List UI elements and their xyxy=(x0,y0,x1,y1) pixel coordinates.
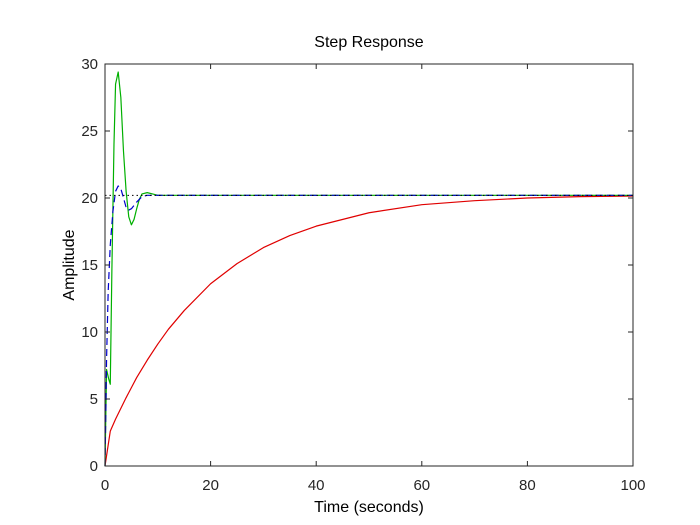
series-line-green xyxy=(104,71,633,467)
plot-area xyxy=(105,64,633,466)
series-line-red xyxy=(104,195,634,467)
x-tick-label: 40 xyxy=(308,477,325,494)
y-tick-label: 10 xyxy=(81,324,98,341)
y-tick-label: 20 xyxy=(81,190,98,207)
ticks xyxy=(104,63,634,467)
y-tick-label: 0 xyxy=(90,458,98,475)
y-tick-label: 5 xyxy=(90,391,98,408)
plot-lines xyxy=(104,71,634,467)
x-tick-label: 100 xyxy=(620,477,645,494)
y-tick-label: 25 xyxy=(81,123,98,140)
x-tick-label: 60 xyxy=(413,477,430,494)
tick-labels: 0 20 40 60 80 100 0 5 10 15 20 25 30 xyxy=(81,56,645,494)
y-axis-label: Amplitude xyxy=(61,229,78,300)
y-tick-label: 15 xyxy=(81,257,98,274)
chart-title: Step Response xyxy=(314,34,424,51)
y-tick-label: 30 xyxy=(81,56,98,73)
x-tick-label: 0 xyxy=(101,477,109,494)
x-axis-label: Time (seconds) xyxy=(314,499,424,516)
x-tick-label: 20 xyxy=(202,477,219,494)
x-tick-label: 80 xyxy=(519,477,536,494)
